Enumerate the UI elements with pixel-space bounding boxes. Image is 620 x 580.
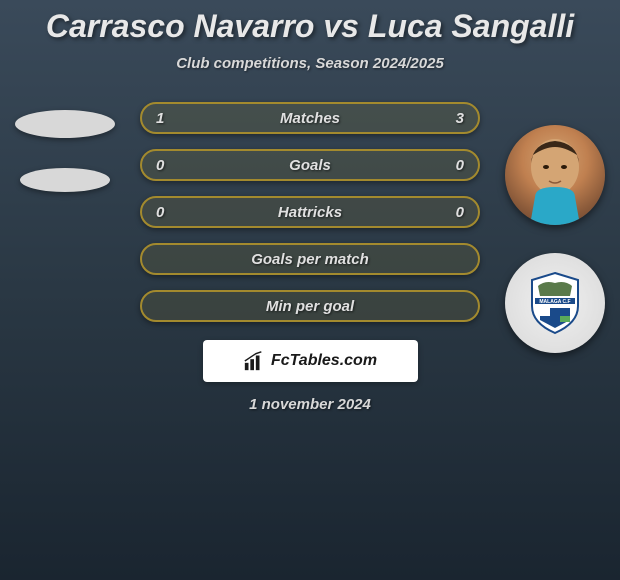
- stat-value-right: 0: [456, 204, 464, 221]
- stat-row-matches: 1 Matches 3: [0, 102, 620, 134]
- stat-row-goals-per-match: Goals per match: [0, 243, 620, 275]
- stat-label: Matches: [280, 110, 340, 127]
- stat-value-left: 0: [156, 204, 164, 221]
- stat-value-right: 3: [456, 110, 464, 127]
- stat-value-right: 0: [456, 157, 464, 174]
- stat-label: Min per goal: [266, 298, 354, 315]
- stat-label: Goals: [289, 157, 331, 174]
- stats-container: 1 Matches 3 0 Goals 0 0 Hattricks 0 Goal…: [0, 102, 620, 322]
- brand-box: FcTables.com: [203, 340, 418, 382]
- stat-bar: 1 Matches 3: [140, 102, 480, 134]
- stat-bar: 0 Hattricks 0: [140, 196, 480, 228]
- stat-bar: Goals per match: [140, 243, 480, 275]
- bar-chart-icon: [243, 350, 265, 372]
- stat-label: Hattricks: [278, 204, 342, 221]
- brand-text: FcTables.com: [271, 352, 377, 370]
- stat-value-left: 0: [156, 157, 164, 174]
- stat-bar: Min per goal: [140, 290, 480, 322]
- stat-bar: 0 Goals 0: [140, 149, 480, 181]
- stat-label: Goals per match: [251, 251, 369, 268]
- comparison-subtitle: Club competitions, Season 2024/2025: [0, 55, 620, 72]
- stat-row-goals: 0 Goals 0: [0, 149, 620, 181]
- stat-value-left: 1: [156, 110, 164, 127]
- stat-row-hattricks: 0 Hattricks 0: [0, 196, 620, 228]
- footer-date: 1 november 2024: [0, 396, 620, 413]
- comparison-title: Carrasco Navarro vs Luca Sangalli: [0, 0, 620, 45]
- stat-row-min-per-goal: Min per goal: [0, 290, 620, 322]
